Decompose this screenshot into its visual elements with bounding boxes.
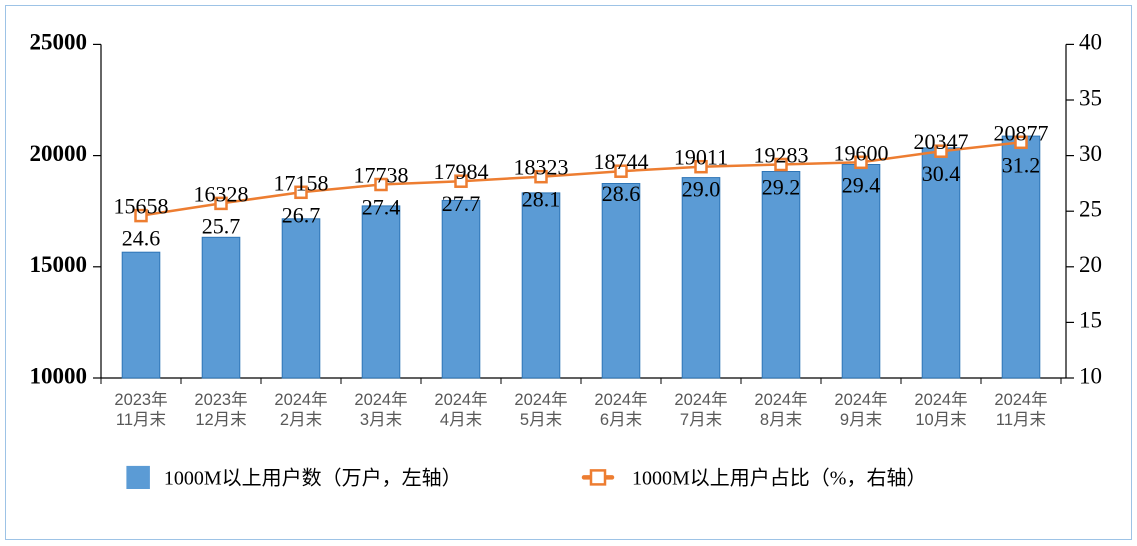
svg-text:15000: 15000	[30, 252, 88, 277]
svg-text:25.7: 25.7	[202, 213, 241, 238]
svg-text:2024年: 2024年	[514, 390, 567, 409]
svg-text:2024年: 2024年	[434, 390, 487, 409]
svg-text:19011: 19011	[674, 145, 728, 170]
svg-text:15: 15	[1079, 308, 1102, 333]
svg-text:26.7: 26.7	[282, 202, 321, 227]
svg-text:2024年: 2024年	[754, 390, 807, 409]
svg-text:11月末: 11月末	[116, 410, 166, 429]
svg-text:8月末: 8月末	[760, 410, 802, 429]
svg-text:7月末: 7月末	[680, 410, 722, 429]
svg-text:1000M以上用户数（万户，左轴）: 1000M以上用户数（万户，左轴）	[164, 466, 462, 489]
svg-text:20000: 20000	[30, 141, 88, 166]
svg-text:2月末: 2月末	[280, 410, 322, 429]
svg-text:2023年: 2023年	[114, 390, 167, 409]
svg-text:2024年: 2024年	[834, 390, 887, 409]
svg-text:10月末: 10月末	[915, 410, 966, 429]
svg-text:12月末: 12月末	[195, 410, 246, 429]
svg-text:5月末: 5月末	[520, 410, 562, 429]
svg-text:17738: 17738	[354, 163, 409, 188]
svg-text:19600: 19600	[834, 140, 889, 165]
svg-text:1000M以上用户占比（%，右轴）: 1000M以上用户占比（%，右轴）	[632, 466, 926, 489]
svg-text:2023年: 2023年	[194, 390, 247, 409]
svg-text:29.2: 29.2	[762, 175, 801, 200]
svg-text:20: 20	[1079, 252, 1102, 277]
svg-text:18323: 18323	[514, 155, 569, 180]
svg-text:35: 35	[1079, 85, 1102, 110]
svg-text:10: 10	[1079, 363, 1102, 388]
svg-text:10000: 10000	[30, 363, 88, 388]
svg-text:27.7: 27.7	[442, 191, 481, 216]
svg-text:2024年: 2024年	[674, 390, 727, 409]
svg-text:20877: 20877	[994, 120, 1049, 145]
svg-text:28.1: 28.1	[522, 187, 561, 212]
svg-text:3月末: 3月末	[360, 410, 402, 429]
svg-text:30: 30	[1079, 141, 1102, 166]
svg-text:19283: 19283	[754, 143, 809, 168]
svg-text:17158: 17158	[274, 170, 329, 195]
svg-text:2024年: 2024年	[994, 390, 1047, 409]
svg-text:4月末: 4月末	[440, 410, 482, 429]
svg-text:2024年: 2024年	[914, 390, 967, 409]
svg-text:31.2: 31.2	[1002, 152, 1041, 177]
svg-text:2024年: 2024年	[354, 390, 407, 409]
svg-text:20347: 20347	[914, 129, 969, 154]
svg-text:18744: 18744	[594, 149, 649, 174]
svg-text:28.6: 28.6	[602, 181, 641, 206]
svg-text:25000: 25000	[30, 30, 88, 55]
svg-text:30.4: 30.4	[922, 161, 961, 186]
svg-text:9月末: 9月末	[840, 410, 882, 429]
svg-text:29.0: 29.0	[682, 177, 721, 202]
svg-text:2024年: 2024年	[594, 390, 647, 409]
svg-text:17984: 17984	[434, 159, 489, 184]
svg-text:27.4: 27.4	[362, 195, 401, 220]
svg-text:15658: 15658	[114, 194, 169, 219]
svg-text:24.6: 24.6	[122, 226, 161, 251]
svg-text:11月末: 11月末	[996, 410, 1046, 429]
svg-text:6月末: 6月末	[600, 410, 642, 429]
svg-text:29.4: 29.4	[842, 172, 881, 197]
svg-text:2024年: 2024年	[274, 390, 327, 409]
svg-text:16328: 16328	[194, 181, 249, 206]
svg-text:40: 40	[1079, 30, 1102, 55]
svg-text:25: 25	[1079, 196, 1102, 221]
